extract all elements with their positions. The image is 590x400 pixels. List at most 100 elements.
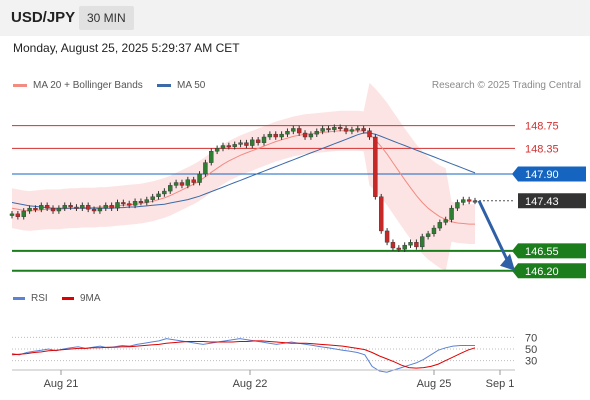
candle-body [179, 182, 185, 186]
candle-body [220, 145, 226, 149]
candle-body [50, 207, 56, 212]
candle-body [373, 136, 378, 197]
candle-body [209, 151, 214, 163]
candle-body [461, 199, 466, 203]
candle-body [232, 144, 237, 147]
candle-body [279, 133, 284, 138]
level-tag-pointer-4 [512, 243, 518, 259]
candle-body [15, 213, 21, 217]
level-label-2: 147.90 [525, 169, 559, 181]
candle-body [138, 201, 144, 204]
candle-body [267, 133, 273, 138]
candle-body [68, 205, 73, 208]
rsi-tick-50: 50 [525, 344, 537, 356]
legend-rsi-label: RSI [31, 293, 48, 304]
candle-body [156, 193, 161, 197]
candle-body [203, 162, 208, 175]
candle-body [396, 247, 402, 250]
current-price-tag [518, 193, 586, 209]
candle-body [367, 130, 372, 138]
rsi-tick-70: 70 [525, 332, 537, 344]
legend-ma50-label: MA 50 [177, 80, 206, 91]
candle-body [238, 142, 243, 145]
header-bar: USD/JPY 30 MIN [0, 0, 590, 36]
candle-body [308, 133, 314, 138]
candle-body [314, 131, 319, 135]
candle-body [21, 210, 26, 217]
candle-body [326, 128, 331, 131]
candle-body [185, 179, 191, 186]
candle-body [332, 127, 337, 130]
level-tag-2 [518, 166, 586, 182]
candle-body [115, 202, 120, 209]
candle-body [62, 205, 67, 209]
candle-body [285, 131, 290, 135]
candle-body [437, 222, 443, 229]
candle-body [121, 202, 126, 205]
candle-body [97, 207, 103, 212]
candle-body [244, 142, 249, 146]
current-price-label: 147.43 [525, 196, 559, 208]
legend-rsi: RSI [13, 293, 48, 304]
candle-body [296, 128, 302, 134]
legend-9ma: 9MA [62, 293, 101, 304]
candle-body [361, 128, 366, 131]
candle-body [173, 182, 179, 186]
candle-body [250, 139, 255, 146]
level-label-0: 148.75 [525, 121, 559, 133]
legend-ma20-swatch [13, 84, 27, 87]
time-tick-label-0: Aug 21 [44, 378, 79, 390]
candle-body [425, 233, 431, 237]
candle-body [414, 242, 419, 248]
level-tag-4 [518, 243, 586, 259]
candle-body [197, 173, 202, 183]
candle-body [85, 205, 91, 210]
candle-body [402, 244, 407, 250]
rsi-line [11, 338, 475, 373]
candle-body [214, 148, 220, 152]
candle-body [39, 205, 44, 210]
level-tag-5 [518, 263, 586, 279]
candle-body [80, 205, 85, 209]
rsi-tick-30: 30 [525, 356, 537, 368]
candle-body [109, 205, 114, 209]
legend-ma20-label: MA 20 + Bollinger Bands [33, 80, 143, 91]
candle-body [9, 213, 15, 216]
legend-ma50-swatch [157, 84, 171, 87]
candle-body [273, 133, 278, 138]
candle-body [74, 206, 79, 209]
legend-ma20: MA 20 + Bollinger Bands [13, 80, 143, 91]
candle-body [320, 128, 325, 132]
timestamp: Monday, August 25, 2025 5:29:37 AM CET [13, 41, 240, 55]
candle-body [384, 230, 390, 243]
candle-body [103, 205, 108, 209]
candle-body [420, 236, 425, 248]
candle-body [150, 196, 155, 200]
candle-body [168, 185, 173, 192]
candle-body [455, 202, 460, 209]
candle-body [255, 139, 261, 143]
candle-body [44, 205, 50, 209]
candle-body [343, 128, 349, 132]
candle-body [27, 207, 32, 212]
candle-body [191, 179, 196, 183]
candle-body [449, 207, 454, 220]
timeframe-button[interactable]: 30 MIN [79, 6, 134, 30]
time-tick-label-3: Sep 1 [486, 378, 515, 390]
symbol-title: USD/JPY [11, 9, 76, 26]
level-label-5: 146.20 [525, 266, 559, 278]
time-tick-label-1: Aug 22 [233, 378, 268, 390]
candle-body [408, 242, 413, 246]
candle-body [33, 207, 38, 210]
candle-body [291, 128, 296, 132]
legend-rsi-swatch [13, 297, 25, 300]
forecast-arrow-head [500, 253, 515, 271]
candle-body [355, 128, 360, 131]
candle-body [472, 200, 478, 203]
candle-body [443, 219, 448, 223]
candle-body [379, 196, 384, 232]
candle-body [338, 127, 343, 130]
candle-body [390, 242, 396, 249]
candle-body [91, 209, 97, 212]
candle-body [144, 199, 149, 203]
